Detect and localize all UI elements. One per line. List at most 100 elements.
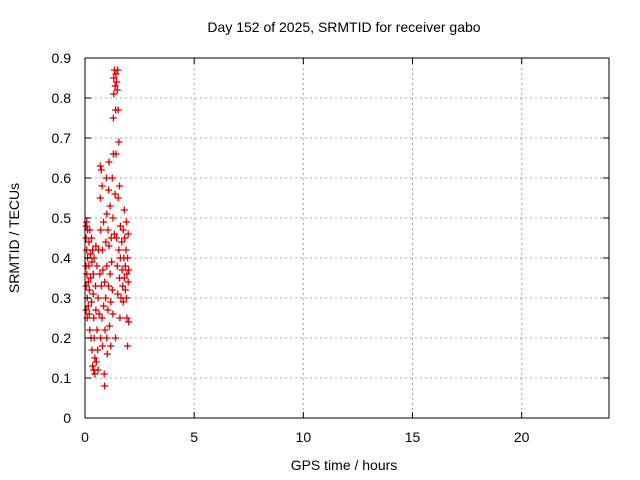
data-point — [96, 194, 104, 202]
data-point — [115, 138, 123, 146]
y-tick-label: 0.5 — [52, 210, 72, 226]
x-tick-label: 15 — [405, 429, 421, 445]
y-tick-label: 0.8 — [52, 90, 72, 106]
data-point — [123, 270, 131, 278]
data-point — [82, 222, 90, 230]
data-point — [89, 270, 97, 278]
data-point — [86, 226, 94, 234]
data-point — [90, 314, 98, 322]
data-point — [124, 278, 132, 286]
data-point — [113, 262, 121, 270]
data-point — [93, 262, 101, 270]
data-point — [98, 246, 106, 254]
data-point — [98, 314, 106, 322]
data-point — [85, 262, 93, 270]
data-point — [105, 242, 113, 250]
data-point — [99, 266, 107, 274]
data-point — [121, 286, 129, 294]
data-point — [112, 150, 120, 158]
data-point — [88, 234, 96, 242]
data-point — [91, 370, 99, 378]
data-point — [88, 258, 96, 266]
data-point — [89, 290, 97, 298]
x-tick-label: 0 — [81, 429, 89, 445]
data-point — [94, 346, 102, 354]
data-point — [112, 70, 120, 78]
data-point — [85, 310, 93, 318]
data-point — [123, 314, 131, 322]
y-tick-label: 0.4 — [52, 250, 72, 266]
data-point — [102, 174, 110, 182]
data-point — [116, 222, 124, 230]
data-point — [121, 262, 129, 270]
y-tick-label: 0.7 — [52, 130, 72, 146]
data-point — [96, 162, 104, 170]
data-point — [116, 314, 124, 322]
y-tick-label: 0.6 — [52, 170, 72, 186]
data-point — [119, 298, 127, 306]
data-point — [103, 350, 111, 358]
data-point — [112, 334, 120, 342]
y-axis-ticks: 0 0.1 0.2 0.3 0.4 0.5 0.6 0.7 0.8 0.9 — [52, 50, 609, 426]
data-point — [97, 334, 105, 342]
data-point — [101, 278, 109, 286]
data-point — [118, 238, 126, 246]
y-tick-label: 0.3 — [52, 290, 72, 306]
data-point — [102, 294, 110, 302]
data-point — [113, 78, 121, 86]
data-point — [104, 226, 112, 234]
data-point — [122, 246, 130, 254]
data-point — [94, 294, 102, 302]
data-point — [93, 326, 101, 334]
data-point — [105, 158, 113, 166]
data-point — [105, 186, 113, 194]
data-point — [120, 274, 128, 282]
data-point — [85, 238, 93, 246]
data-point — [107, 342, 115, 350]
data-point — [101, 382, 109, 390]
x-tick-label: 10 — [296, 429, 312, 445]
y-tick-label: 0.2 — [52, 330, 72, 346]
data-point — [89, 362, 97, 370]
data-point — [100, 218, 108, 226]
data-point — [120, 206, 128, 214]
data-point — [125, 266, 133, 274]
data-point — [118, 266, 126, 274]
data-point — [94, 366, 102, 374]
data-point — [109, 310, 117, 318]
data-point — [110, 230, 118, 238]
data-point — [98, 342, 106, 350]
data-point — [106, 270, 114, 278]
data-point — [86, 326, 94, 334]
data-point — [114, 194, 122, 202]
data-point — [121, 234, 129, 242]
data-point — [92, 306, 100, 314]
x-tick-label: 5 — [190, 429, 198, 445]
data-point — [122, 294, 130, 302]
data-point — [98, 182, 106, 190]
x-axis-label: GPS time / hours — [291, 457, 398, 473]
data-point — [90, 254, 98, 262]
plot-frame — [84, 57, 610, 419]
x-tick-label: 20 — [514, 429, 530, 445]
data-point — [108, 174, 116, 182]
data-point — [119, 226, 127, 234]
data-point — [101, 326, 109, 334]
data-point — [84, 278, 92, 286]
data-point — [114, 290, 122, 298]
data-point — [92, 358, 100, 366]
data-point — [110, 90, 118, 98]
data-point — [97, 226, 105, 234]
data-point — [92, 242, 100, 250]
data-point — [111, 190, 119, 198]
data-point — [110, 74, 118, 82]
data-point — [88, 298, 96, 306]
data-point — [114, 66, 122, 74]
data-point — [106, 202, 114, 210]
data-point — [83, 270, 91, 278]
data-point — [83, 246, 91, 254]
data-point — [103, 210, 111, 218]
y-tick-label: 0.1 — [52, 370, 72, 386]
data-point — [111, 82, 119, 90]
